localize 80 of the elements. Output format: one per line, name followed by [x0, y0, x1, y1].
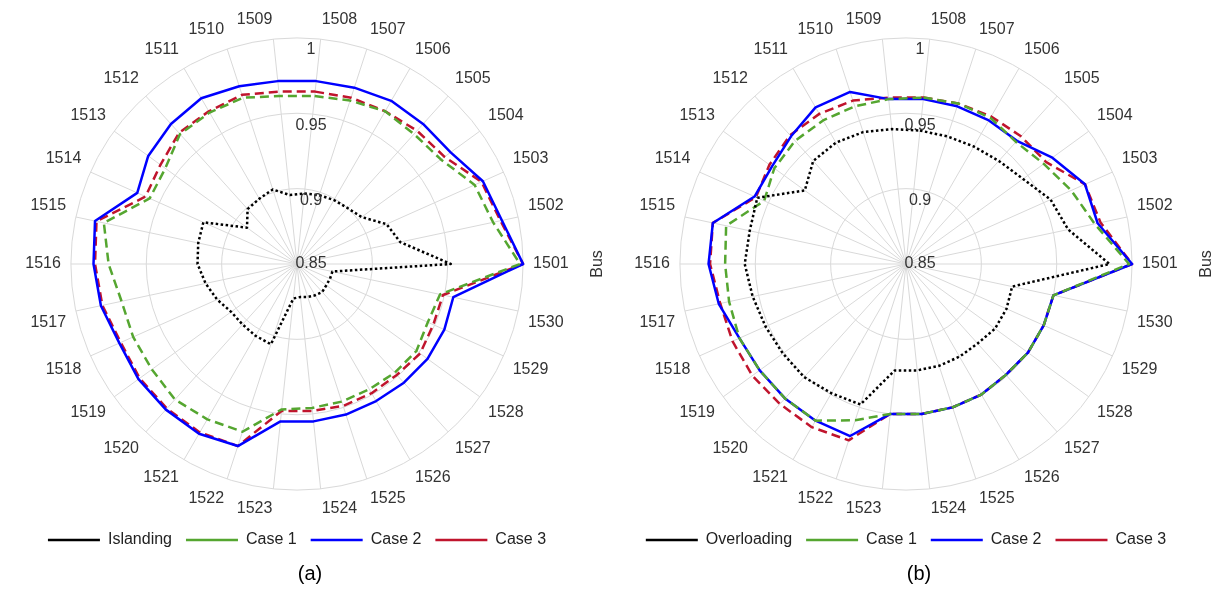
text: (a) [297, 562, 323, 585]
spoke-label: 1512 [103, 69, 140, 87]
spoke-label: 1517 [30, 313, 67, 331]
spoke-label: 1526 [1024, 468, 1060, 486]
spoke-label: 1519 [679, 402, 716, 420]
spoke-label: 1502 [527, 195, 564, 213]
legend-label: Case 2 [370, 530, 422, 548]
spoke-label: 1508 [930, 10, 967, 28]
y-tick-label: 0.9 [299, 191, 323, 209]
spoke-label: 1511 [753, 40, 789, 58]
spoke-label: 1521 [752, 468, 789, 486]
spoke-label: 1515 [30, 195, 67, 213]
spoke-label: 1516 [25, 254, 62, 272]
spoke-label: 1515 [639, 195, 676, 213]
spoke-label: 1520 [103, 439, 140, 457]
spoke-label: 1507 [369, 20, 406, 38]
spoke-label: 1512 [712, 69, 749, 87]
legend-label: Case 1 [245, 530, 297, 548]
spoke-label: 1523 [845, 498, 882, 516]
spoke-label: 1501 [533, 254, 569, 272]
text: Bus [1197, 250, 1215, 278]
spoke-label: 1501 [1142, 254, 1178, 272]
spoke-label: 1528 [488, 402, 524, 420]
spoke-label: 1525 [978, 488, 1015, 506]
legend-label: Islanding [107, 530, 172, 548]
spoke-label: 1506 [1024, 40, 1060, 58]
spoke-label: 1520 [712, 439, 749, 457]
spoke-label: 1524 [930, 498, 967, 516]
y-tick-label: 0.85 [904, 254, 936, 272]
spoke-label: 1518 [654, 360, 691, 378]
spoke-label: 1516 [634, 254, 671, 272]
spoke-label: 1503 [1121, 148, 1158, 166]
y-tick-label: 1 [915, 40, 925, 58]
spoke-label: 1511 [144, 40, 180, 58]
spoke-label: 1509 [845, 10, 882, 28]
legend-label: Case 3 [1115, 530, 1167, 548]
y-tick-label: 0.95 [904, 115, 936, 133]
spoke-label: 1522 [797, 488, 834, 506]
spoke-label: 1505 [454, 69, 491, 87]
spoke-label: 1518 [45, 360, 82, 378]
spoke-label: 1514 [654, 148, 691, 166]
spoke-label: 1527 [454, 439, 491, 457]
spoke-label: 1528 [1097, 402, 1133, 420]
spoke-label: 1524 [321, 498, 358, 516]
y-tick-label: 1 [306, 40, 316, 58]
y-tick-label: 0.85 [295, 254, 327, 272]
spoke-label: 1522 [188, 488, 225, 506]
spoke-label: 1526 [415, 468, 451, 486]
spoke-label: 1514 [45, 148, 82, 166]
spoke-label: 1530 [527, 313, 564, 331]
spoke-label: 1507 [978, 20, 1015, 38]
legend-label: Case 1 [866, 530, 917, 548]
spoke-label: 1517 [639, 313, 676, 331]
legend-label: Case 3 [495, 530, 547, 548]
spoke-label: 1506 [415, 40, 451, 58]
spoke-label: 1523 [236, 498, 273, 516]
legend-label: Overloading [705, 530, 793, 548]
spoke-label: 1503 [512, 148, 549, 166]
spoke-label: 1502 [1136, 195, 1173, 213]
spoke-label: 1509 [236, 10, 273, 28]
text: (b) [906, 562, 932, 585]
spoke-label: 1510 [188, 20, 225, 38]
spoke-label: 1527 [1063, 439, 1100, 457]
spoke-label: 1505 [1063, 69, 1100, 87]
spoke-label: 1513 [679, 106, 716, 124]
spoke-label: 1529 [1121, 360, 1158, 378]
y-tick-label: 0.9 [908, 191, 932, 209]
spoke-label: 1530 [1136, 313, 1173, 331]
spoke-label: 1513 [70, 106, 107, 124]
spoke-label: 1508 [321, 10, 358, 28]
spoke-label: 1521 [143, 468, 180, 486]
y-tick-label: 0.95 [295, 115, 327, 133]
spoke-label: 1529 [512, 360, 549, 378]
spoke-label: 1504 [488, 106, 524, 124]
legend-label: Case 2 [990, 530, 1042, 548]
spoke-label: 1504 [1097, 106, 1133, 124]
text: Bus [588, 250, 606, 278]
spoke-label: 1525 [369, 488, 406, 506]
spoke-label: 1519 [70, 402, 107, 420]
spoke-label: 1510 [797, 20, 834, 38]
